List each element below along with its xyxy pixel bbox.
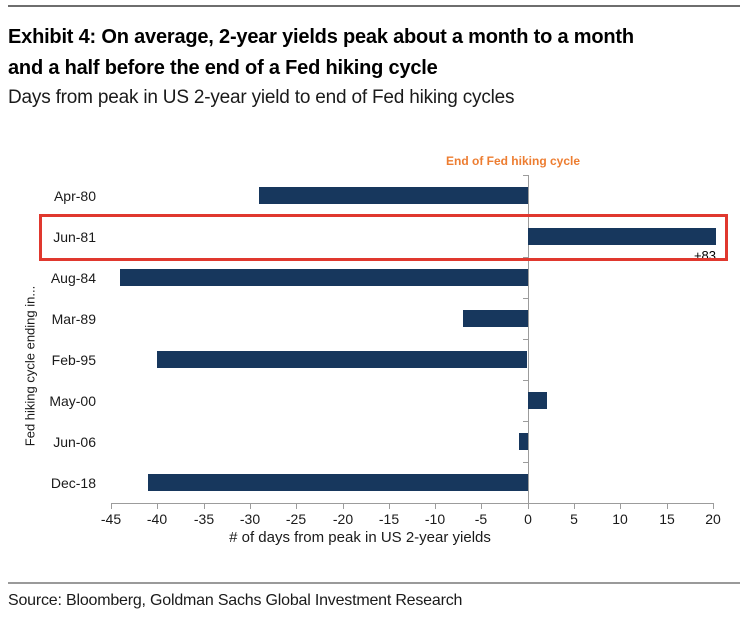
- category-label-mar-89: Mar-89: [51, 311, 96, 327]
- category-axis-tick: [522, 175, 528, 176]
- category-label-feb-95: Feb-95: [51, 352, 96, 368]
- bottom-divider: [8, 582, 740, 584]
- category-label-may-00: May-00: [49, 393, 96, 409]
- x-tick-label: -5: [474, 511, 488, 527]
- bar-aug-84: [120, 269, 528, 286]
- chart-subtitle: Days from peak in US 2-year yield to end…: [8, 87, 515, 108]
- x-axis-tick: [111, 503, 112, 509]
- x-axis-tick: [528, 503, 529, 509]
- x-axis-tick: [435, 503, 436, 509]
- bar-jun-06: [519, 433, 528, 450]
- x-tick-label: -40: [146, 511, 168, 527]
- x-tick-label: -20: [332, 511, 354, 527]
- end-of-cycle-annotation: End of Fed hiking cycle: [445, 154, 581, 168]
- x-axis-tick: [296, 503, 297, 509]
- x-axis-tick: [481, 503, 482, 509]
- x-axis-tick: [620, 503, 621, 509]
- x-tick-label: 20: [705, 511, 721, 527]
- x-tick-label: 15: [659, 511, 675, 527]
- category-label-apr-80: Apr-80: [53, 188, 96, 204]
- x-axis-tick: [157, 503, 158, 509]
- category-label-dec-18: Dec-18: [50, 475, 96, 491]
- exhibit-title-line-1: Exhibit 4: On average, 2-year yields pea…: [8, 26, 634, 48]
- x-axis-tick: [250, 503, 251, 509]
- bar-jun-81: [528, 228, 716, 245]
- category-axis-tick: [522, 462, 528, 463]
- x-tick-label: -10: [424, 511, 446, 527]
- x-tick-label: 10: [612, 511, 628, 527]
- category-axis-tick: [522, 380, 528, 381]
- category-axis-tick: [522, 421, 528, 422]
- bar-mar-89: [463, 310, 528, 327]
- bar-dec-18: [148, 474, 528, 491]
- x-axis-title: # of days from peak in US 2-year yields: [229, 529, 491, 546]
- category-axis-tick: [522, 298, 528, 299]
- zero-axis-line: [527, 175, 529, 503]
- x-tick-label: -15: [378, 511, 400, 527]
- x-axis-tick: [574, 503, 575, 509]
- highlight-box: [39, 214, 728, 261]
- x-axis-line: [111, 503, 713, 504]
- x-tick-label: -30: [239, 511, 261, 527]
- x-tick-label: 0: [524, 511, 532, 527]
- x-tick-label: -35: [193, 511, 215, 527]
- x-axis-tick: [204, 503, 205, 509]
- x-axis-tick: [667, 503, 668, 509]
- top-divider: [8, 5, 740, 7]
- y-axis-title: Fed hiking cycle ending in...: [22, 285, 38, 447]
- exhibit-title-line-2: and a half before the end of a Fed hikin…: [8, 57, 438, 79]
- category-axis-tick: [522, 257, 528, 258]
- bar-apr-80: [259, 187, 528, 204]
- source-note: Source: Bloomberg, Goldman Sachs Global …: [8, 592, 463, 609]
- category-label-aug-84: Aug-84: [50, 270, 96, 286]
- category-axis-tick: [522, 339, 528, 340]
- x-axis-tick: [343, 503, 344, 509]
- exhibit-title: Exhibit 4: On average, 2-year yields pea…: [8, 22, 732, 84]
- category-label-jun-06: Jun-06: [53, 434, 96, 450]
- x-axis-tick: [389, 503, 390, 509]
- bar-feb-95: [157, 351, 527, 368]
- x-tick-label: -25: [285, 511, 307, 527]
- x-tick-label: -45: [100, 511, 122, 527]
- x-tick-label: 5: [570, 511, 578, 527]
- x-axis-tick: [713, 503, 714, 509]
- category-label-jun-81: Jun-81: [53, 229, 96, 245]
- bar-may-00: [528, 392, 547, 409]
